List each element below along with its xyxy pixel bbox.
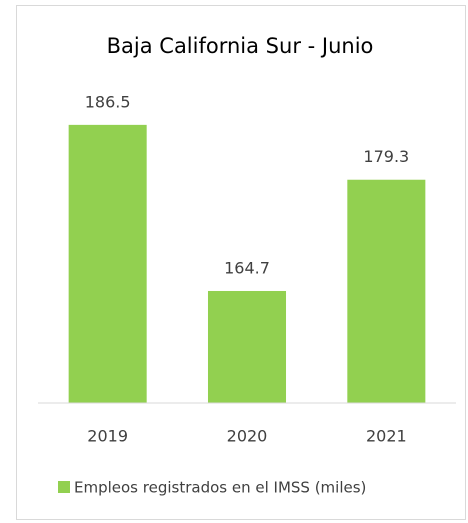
bar [347, 179, 426, 403]
x-tick-label: 2020 [227, 427, 268, 446]
x-tick-label: 2019 [87, 427, 128, 446]
data-label: 179.3 [363, 147, 409, 166]
bar [68, 124, 147, 404]
x-tick-label: 2021 [366, 427, 407, 446]
legend-swatch [58, 481, 70, 493]
data-label: 186.5 [85, 92, 131, 111]
chart-title: Baja California Sur - Junio [107, 34, 374, 58]
legend-label: Empleos registrados en el IMSS (miles) [74, 479, 366, 497]
bar [207, 290, 287, 403]
data-label: 164.7 [224, 258, 270, 277]
